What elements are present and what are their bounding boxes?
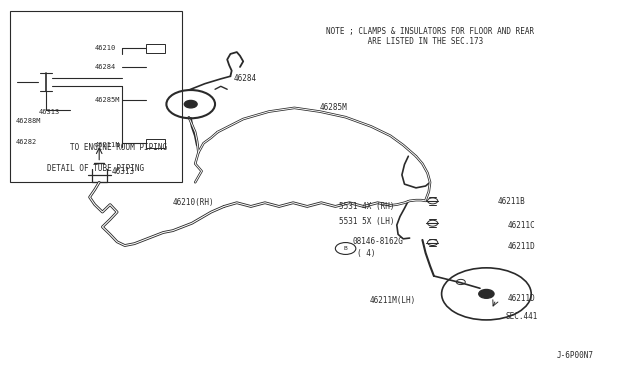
Text: 46313: 46313 xyxy=(38,109,60,115)
Text: DETAIL OF TUBE PIPING: DETAIL OF TUBE PIPING xyxy=(47,164,145,173)
Text: NOTE ; CLAMPS & INSULATORS FOR FLOOR AND REAR
         ARE LISTED IN THE SEC.173: NOTE ; CLAMPS & INSULATORS FOR FLOOR AND… xyxy=(326,27,534,46)
Text: 46211D: 46211D xyxy=(508,294,535,303)
Text: 46284: 46284 xyxy=(95,64,116,70)
Text: 46282: 46282 xyxy=(16,139,37,145)
Text: 46210: 46210 xyxy=(95,45,116,51)
Text: 5531 5X (LH): 5531 5X (LH) xyxy=(339,217,395,226)
Circle shape xyxy=(184,100,197,108)
Circle shape xyxy=(479,289,494,298)
Text: 46211M(LH): 46211M(LH) xyxy=(369,296,415,305)
Text: 46285M: 46285M xyxy=(320,103,348,112)
Text: 46211C: 46211C xyxy=(508,221,535,230)
Text: 46313: 46313 xyxy=(112,167,135,176)
Text: 46211N: 46211N xyxy=(95,142,120,148)
Text: 46211B: 46211B xyxy=(498,197,525,206)
Text: SEC.441: SEC.441 xyxy=(506,312,538,321)
Text: 46285M: 46285M xyxy=(95,97,120,103)
Bar xyxy=(10,11,182,182)
Bar xyxy=(146,139,165,148)
Text: TO ENGINE ROOM PIPING: TO ENGINE ROOM PIPING xyxy=(70,143,167,152)
Bar xyxy=(146,44,165,53)
Text: 46211D: 46211D xyxy=(508,242,535,251)
Text: 5531 4X (RH): 5531 4X (RH) xyxy=(339,202,395,211)
Text: B: B xyxy=(344,246,348,251)
Text: 46284: 46284 xyxy=(234,74,257,83)
Text: 08146-8162G: 08146-8162G xyxy=(353,237,403,246)
Text: 46288M: 46288M xyxy=(16,118,42,124)
Text: J-6P00N7: J-6P00N7 xyxy=(557,351,594,360)
Text: ( 4): ( 4) xyxy=(357,249,376,258)
Text: 46210(RH): 46210(RH) xyxy=(173,198,214,207)
